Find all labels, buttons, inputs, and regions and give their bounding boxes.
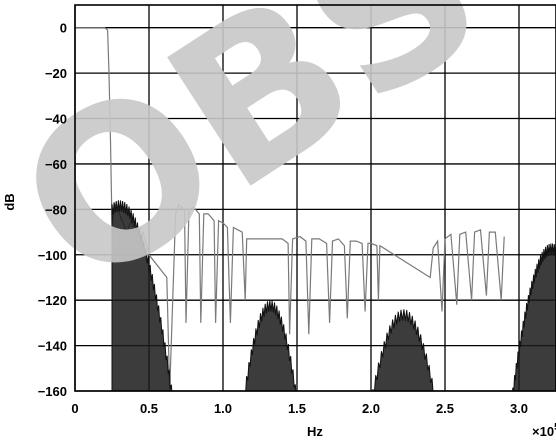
y-tick-label: −120 — [38, 293, 67, 308]
y-axis-label: dB — [2, 193, 17, 210]
x-tick-label: 0.5 — [140, 401, 158, 416]
x-tick-label: 1.5 — [288, 401, 306, 416]
tick-layer: 0 −20 −40 −60 −80 −100 −120 −140 −160 0 0.5 1.0 1.5 2… — [38, 21, 528, 416]
watermark: OBS — [0, 0, 523, 335]
watermark-layer: OBS — [0, 0, 523, 335]
x-tick-label: 2.5 — [436, 401, 454, 416]
x-multiplier-exponent: 5 — [554, 422, 556, 433]
x-tick-label: 3.0 — [510, 401, 528, 416]
series-thin-gray-trace — [75, 27, 505, 391]
x-tick-label: 1.0 — [214, 401, 232, 416]
y-tick-label: −140 — [38, 339, 67, 354]
series-dark-lobe-2 — [245, 300, 297, 391]
y-tick-label: −100 — [38, 248, 67, 263]
series-dark-lobe-3 — [372, 309, 434, 391]
series-dark-lobe-1 — [111, 200, 173, 391]
plot-clip-group — [75, 27, 556, 391]
x-tick-label: 0 — [71, 401, 78, 416]
y-tick-label: −80 — [45, 202, 67, 217]
y-tick-label: −60 — [45, 157, 67, 172]
y-tick-label: −20 — [45, 66, 67, 81]
grid-layer — [74, 5, 556, 392]
x-multiplier-label: ×105 — [532, 422, 556, 439]
x-axis-label: Hz — [307, 424, 323, 439]
series-dark-lobe-4 — [512, 243, 556, 391]
x-multiplier-base: ×10 — [532, 424, 554, 439]
y-tick-label: −40 — [45, 112, 67, 127]
x-tick-label: 2.0 — [362, 401, 380, 416]
plot-frame — [74, 4, 556, 392]
series-layer — [75, 27, 556, 391]
y-tick-label: −160 — [38, 384, 67, 399]
y-tick-label: 0 — [60, 21, 67, 36]
